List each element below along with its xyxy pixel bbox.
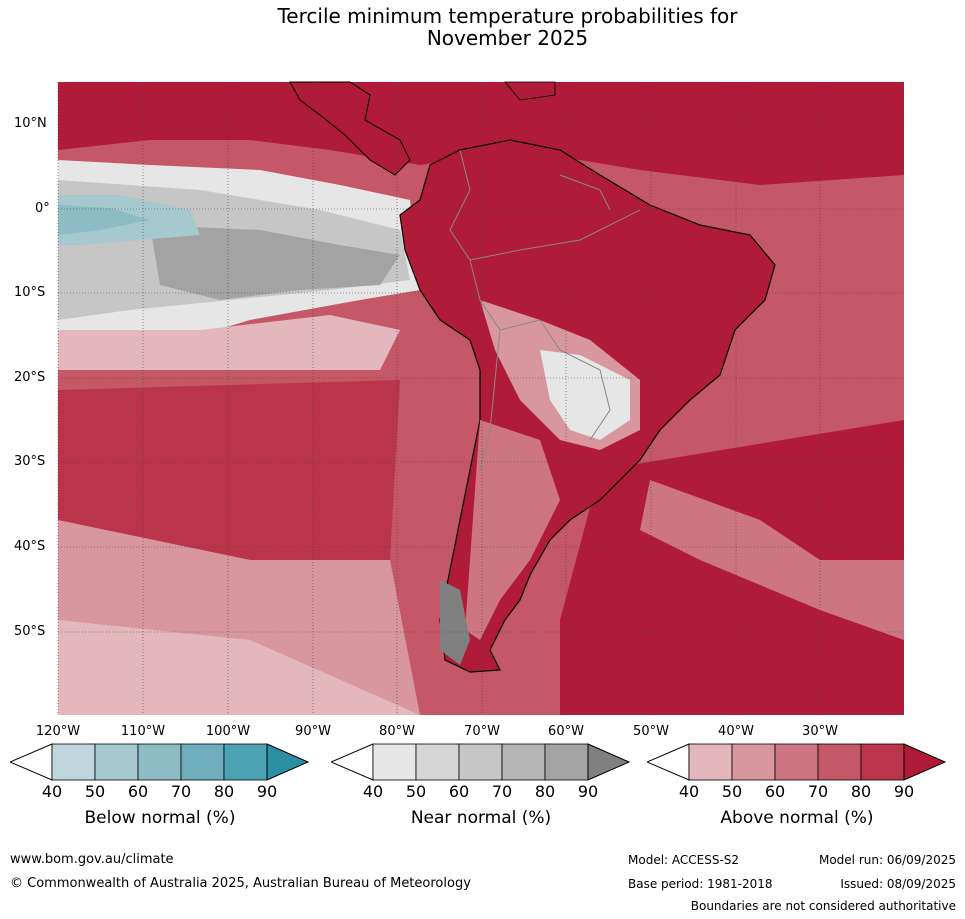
footer-model-run: Model run: 06/09/2025 (818, 853, 956, 867)
near-normal-title: Near normal (%) (410, 808, 552, 828)
map-title: Tercile minimum temperature probabilitie… (0, 5, 965, 49)
near-colorbar-bin-70 (501, 743, 546, 781)
below-tick-80: 80 (213, 782, 235, 801)
near-colorbar-bin-50 (415, 743, 460, 781)
near-colorbar-bin-60 (458, 743, 503, 781)
lat-label-40s: 40°S (14, 539, 46, 554)
title-line-1: Tercile minimum temperature probabilitie… (277, 4, 738, 28)
above-tick-80: 80 (850, 782, 872, 801)
lon-label-110w: 110°W (120, 724, 166, 739)
lon-label-120w: 120°W (35, 724, 81, 739)
central-america-landmass (289, 81, 411, 176)
below-tick-70: 70 (170, 782, 192, 801)
near-tick-80: 80 (534, 782, 556, 801)
lat-label-50s: 50°S (14, 624, 46, 639)
above-tick-90: 90 (893, 782, 915, 801)
near-tick-50: 50 (405, 782, 427, 801)
footer-model: Model: ACCESS-S2 (628, 853, 740, 867)
near-normal-colorbar (331, 743, 631, 781)
below-tick-40: 40 (41, 782, 63, 801)
country-borders (449, 149, 641, 471)
below-colorbar-bin-50 (94, 743, 139, 781)
lat-label-30s: 30°S (14, 454, 46, 469)
footer-issued: Issued: 08/09/2025 (840, 877, 956, 891)
above-tick-60: 60 (764, 782, 786, 801)
below-colorbar-bin-60 (137, 743, 182, 781)
footer-copyright: © Commonwealth of Australia 2025, Austra… (10, 876, 471, 891)
below-normal-core (58, 205, 150, 235)
patagonia-zone (465, 420, 560, 640)
near-normal-core (150, 225, 400, 300)
south-pacific-zone (58, 380, 400, 560)
near-tick-60: 60 (448, 782, 470, 801)
near-tick-90: 90 (577, 782, 599, 801)
below-colorbar-bin-40 (51, 743, 96, 781)
near-colorbar-low-arrow (331, 743, 374, 781)
lat-label-0: 0° (35, 201, 50, 216)
atlantic-mid-zone (640, 480, 904, 640)
near-colorbar-high-arrow (587, 743, 631, 781)
above-tick-40: 40 (678, 782, 700, 801)
above-normal-title: Above normal (%) (720, 808, 874, 828)
below-normal-title: Below normal (%) (84, 808, 236, 828)
footer-website-link[interactable]: www.bom.gov.au/climate (10, 852, 174, 867)
above-colorbar-bin-80 (860, 743, 905, 781)
above-colorbar-high-arrow (903, 743, 947, 781)
above-colorbar-bin-50 (731, 743, 776, 781)
footer-disclaimer: Boundaries are not considered authoritat… (690, 899, 956, 913)
near-tick-40: 40 (362, 782, 384, 801)
lat-label-20s: 20°S (14, 370, 46, 385)
lat-label-10s: 10°S (14, 285, 46, 300)
southwest-light-zone (58, 620, 420, 715)
near-tick-70: 70 (491, 782, 513, 801)
lon-label-90w: 90°W (295, 724, 331, 739)
below-colorbar-bin-70 (180, 743, 225, 781)
near-colorbar-bin-40 (372, 743, 417, 781)
lon-label-60w: 60°W (548, 724, 584, 739)
lon-label-40w: 40°W (718, 724, 754, 739)
below-tick-90: 90 (256, 782, 278, 801)
below-colorbar-low-arrow (10, 743, 53, 781)
lon-label-30w: 30°W (802, 724, 838, 739)
interior-near-normal-zone (540, 350, 630, 440)
above-tick-50: 50 (721, 782, 743, 801)
lat-label-10n: 10°N (14, 116, 47, 131)
above-colorbar-bin-60 (774, 743, 819, 781)
below-tick-50: 50 (84, 782, 106, 801)
title-line-2: November 2025 (426, 26, 589, 50)
caribbean-islands (504, 81, 556, 101)
lon-label-100w: 100°W (205, 724, 251, 739)
near-colorbar-bin-80 (544, 743, 589, 781)
lon-label-50w: 50°W (633, 724, 669, 739)
graticule (57, 82, 904, 715)
below-tick-60: 60 (127, 782, 149, 801)
above-tick-70: 70 (807, 782, 829, 801)
above-colorbar-bin-70 (817, 743, 862, 781)
lon-label-80w: 80°W (379, 724, 415, 739)
below-normal-colorbar (10, 743, 310, 781)
lon-label-70w: 70°W (464, 724, 500, 739)
footer-base-period: Base period: 1981-2018 (628, 877, 773, 891)
below-colorbar-bin-80 (223, 743, 268, 781)
northern-above-normal-zone (58, 82, 904, 185)
above-colorbar-bin-40 (688, 743, 733, 781)
pacific-transition-zone (58, 315, 400, 370)
southern-chile-zone (440, 580, 470, 665)
above-normal-colorbar (647, 743, 947, 781)
above-colorbar-low-arrow (647, 743, 690, 781)
below-colorbar-high-arrow (266, 743, 310, 781)
